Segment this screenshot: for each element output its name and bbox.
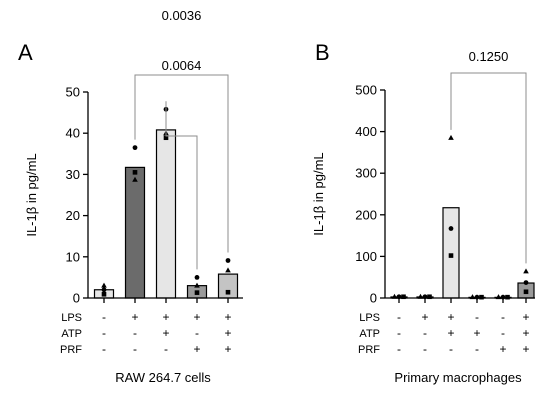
- condition-label-atp: ATP: [359, 328, 380, 340]
- data-point-square: [448, 253, 454, 258]
- data-point-square: [132, 170, 138, 175]
- condition-label-prf: PRF: [358, 344, 380, 356]
- condition-symbol: -: [501, 310, 505, 324]
- condition-symbol: -: [423, 326, 427, 340]
- panel-B: B IL-1β in pg/mL 0 100 200 300 400 500 LPS - + + - - +…: [311, 40, 535, 385]
- bar-3: [442, 207, 460, 299]
- condition-symbol: +: [522, 342, 529, 356]
- y-tick-label: 300: [355, 166, 377, 181]
- data-point-square: [523, 289, 529, 295]
- data-point-circle: [523, 280, 529, 286]
- condition-symbol: -: [397, 310, 401, 324]
- data-point-square: [401, 294, 406, 300]
- y-tick-label: 40: [66, 126, 80, 141]
- p-value-label: 0.0036: [162, 8, 202, 23]
- condition-symbol: -: [133, 342, 137, 356]
- panel-label: A: [18, 40, 33, 65]
- condition-symbol: -: [195, 326, 199, 340]
- y-tick-label: 200: [355, 207, 377, 222]
- condition-symbol: -: [397, 342, 401, 356]
- condition-symbol: -: [423, 342, 427, 356]
- condition-symbol: +: [447, 326, 454, 340]
- y-axis-label: IL-1β in pg/mL: [24, 153, 39, 236]
- condition-symbol: +: [131, 310, 138, 324]
- data-point-triangle: [448, 134, 454, 140]
- condition-symbol: +: [499, 342, 506, 356]
- significance-bracket: [165, 101, 198, 270]
- condition-symbol: -: [475, 310, 479, 324]
- condition-label-atp: ATP: [61, 328, 82, 340]
- condition-symbol: +: [447, 310, 454, 324]
- x-axis-label: RAW 264.7 cells: [115, 370, 211, 385]
- y-tick-label: 0: [370, 291, 377, 306]
- condition-symbol: +: [473, 326, 480, 340]
- data-point-circle: [194, 275, 200, 280]
- condition-label-prf: PRF: [60, 344, 82, 356]
- data-point-triangle: [132, 176, 138, 182]
- significance-bracket: [134, 74, 229, 253]
- data-point-square: [505, 294, 510, 300]
- condition-symbol: -: [397, 326, 401, 340]
- condition-symbol: -: [475, 342, 479, 356]
- condition-symbol: -: [133, 326, 137, 340]
- data-point-square: [194, 290, 200, 295]
- panel-A: A IL-1β in pg/mL 0 10 20 30 40 50 LPS - + + + + ATP - - +…: [18, 8, 243, 385]
- condition-symbol: -: [501, 326, 505, 340]
- y-tick-label: 10: [66, 249, 80, 264]
- condition-symbol: +: [224, 310, 231, 324]
- condition-symbol: -: [102, 310, 106, 324]
- panel-label: B: [315, 40, 330, 65]
- condition-symbol: +: [224, 342, 231, 356]
- data-point-square: [163, 135, 169, 141]
- p-value-label: 0.0064: [162, 58, 202, 73]
- y-tick-label: 400: [355, 124, 377, 139]
- bar-2: [124, 166, 146, 299]
- x-axis-label: Primary macrophages: [394, 370, 522, 385]
- y-tick-label: 30: [66, 167, 80, 182]
- bar-3: [155, 129, 177, 299]
- condition-symbol: -: [102, 326, 106, 340]
- condition-label-lps: LPS: [61, 312, 82, 324]
- condition-symbol: -: [164, 342, 168, 356]
- condition-symbol: -: [102, 342, 106, 356]
- condition-symbol: +: [522, 310, 529, 324]
- condition-symbol: +: [162, 326, 169, 340]
- p-value-label: 0.1250: [469, 49, 509, 64]
- data-point-square: [225, 289, 231, 295]
- significance-bracket: [450, 72, 527, 264]
- condition-label-lps: LPS: [359, 312, 380, 324]
- condition-symbol: +: [522, 326, 529, 340]
- y-tick-label: 20: [66, 208, 80, 223]
- data-point-triangle: [523, 268, 529, 274]
- condition-symbol: -: [449, 342, 453, 356]
- data-point-triangle: [194, 282, 200, 288]
- condition-symbol: +: [224, 326, 231, 340]
- data-point-square: [479, 294, 484, 300]
- data-point-square: [101, 291, 107, 297]
- condition-symbol: +: [162, 310, 169, 324]
- y-tick-label: 500: [355, 83, 377, 98]
- y-tick-label: 50: [66, 85, 80, 100]
- condition-symbol: +: [193, 342, 200, 356]
- y-axis-label: IL-1β in pg/mL: [311, 152, 326, 235]
- data-point-triangle: [225, 267, 231, 273]
- condition-symbol: +: [193, 310, 200, 324]
- data-point-square: [427, 294, 432, 300]
- condition-symbol: +: [421, 310, 428, 324]
- y-tick-label: 100: [355, 249, 377, 264]
- data-point-circle: [225, 258, 231, 263]
- data-point-triangle: [101, 282, 107, 288]
- y-tick-label: 0: [73, 291, 80, 306]
- data-point-circle: [448, 226, 454, 231]
- data-point-circle: [132, 145, 138, 151]
- data-point-circle: [101, 287, 107, 293]
